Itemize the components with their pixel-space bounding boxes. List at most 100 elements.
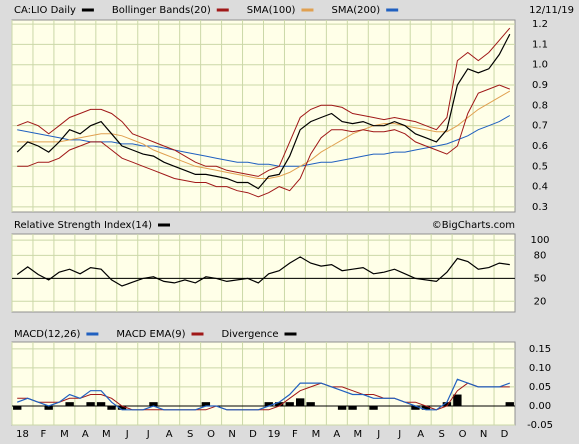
series-line [16, 378, 511, 411]
divergence-bar [107, 405, 116, 410]
legend-label: SMA(100) [247, 5, 296, 16]
divergence-bar [348, 405, 357, 410]
y-tick-label: 1.2 [532, 19, 548, 30]
divergence-bar [65, 402, 74, 406]
divergence-bar [54, 405, 64, 407]
legend-label: MACD(12,26) [14, 329, 81, 340]
y-tick-label: 0.15 [529, 344, 551, 355]
divergence-bar [306, 402, 315, 406]
x-tick-label: 19 [268, 429, 281, 440]
divergence-bar [170, 405, 179, 407]
y-tick-label: 0.5 [532, 161, 548, 172]
x-tick-label: D [501, 429, 509, 440]
divergence-bar [295, 398, 305, 406]
x-tick-label: A [82, 429, 89, 440]
date-label: 12/11/19 [529, 5, 574, 16]
x-tick-label: F [292, 429, 298, 440]
divergence-bar [442, 402, 452, 406]
divergence-bar [463, 405, 473, 407]
x-tick-label: M [312, 429, 321, 440]
divergence-bar [201, 402, 211, 406]
y-tick-label: 0.4 [532, 182, 548, 193]
x-tick-label: O [459, 429, 467, 440]
divergence-bar [264, 402, 273, 406]
divergence-bar [44, 405, 53, 410]
x-tick-label: N [228, 429, 235, 440]
x-tick-label: M [60, 429, 69, 440]
x-tick-label: M [102, 429, 111, 440]
divergence-bar [505, 402, 514, 406]
divergence-bar [34, 405, 43, 407]
divergence-bar [180, 405, 190, 407]
y-tick-label: 50 [534, 273, 547, 284]
divergence-bar [390, 405, 399, 407]
x-tick-label: S [438, 429, 444, 440]
watermark: ©BigCharts.com [432, 220, 515, 231]
divergence-bar [400, 405, 410, 407]
divergence-bar [484, 405, 493, 407]
x-tick-label: A [417, 429, 424, 440]
divergence-bar [222, 405, 232, 407]
legend-label: SMA(200) [331, 5, 380, 16]
divergence-bar [138, 405, 148, 407]
x-tick-label: O [207, 429, 215, 440]
series-line [17, 90, 511, 179]
y-tick-label: 1.0 [532, 60, 548, 71]
x-tick-label: N [480, 429, 487, 440]
series-line [16, 256, 510, 287]
divergence-bar [75, 405, 85, 407]
series-line [17, 84, 510, 198]
y-tick-label: 100 [530, 235, 549, 246]
x-tick-label: J [397, 429, 401, 440]
divergence-bar [327, 405, 336, 407]
x-tick-label: D [249, 429, 257, 440]
y-tick-label: 0.8 [532, 100, 548, 111]
divergence-bar [191, 405, 200, 407]
y-tick-label: 0.6 [532, 141, 548, 152]
legend-label: Divergence [222, 329, 279, 340]
divergence-bar [275, 402, 284, 406]
x-tick-label: S [187, 429, 193, 440]
divergence-bar [159, 405, 169, 407]
legend-label: Relative Strength Index(14) [14, 220, 152, 231]
y-tick-label: 0.7 [532, 121, 548, 132]
divergence-bar [474, 405, 483, 407]
divergence-bar [254, 405, 263, 407]
divergence-bar [495, 405, 504, 407]
divergence-bar [96, 402, 106, 406]
divergence-bar [117, 405, 127, 410]
divergence-bar [316, 405, 326, 407]
x-tick-label: J [376, 429, 380, 440]
y-tick-label: 0.05 [529, 382, 551, 393]
divergence-bar [233, 405, 242, 407]
x-tick-label: A [333, 429, 340, 440]
y-tick-label: 80 [534, 250, 547, 261]
divergence-bar [379, 405, 389, 407]
divergence-bar [411, 405, 420, 410]
divergence-bar [86, 402, 95, 406]
x-tick-label: F [41, 429, 47, 440]
divergence-bar [13, 405, 22, 410]
divergence-bar [358, 405, 368, 407]
x-tick-label: M [353, 429, 362, 440]
divergence-bar [453, 394, 462, 406]
y-tick-label: 0.9 [532, 80, 548, 91]
series-line [17, 27, 511, 177]
divergence-bar [243, 405, 252, 407]
divergence-bar [23, 405, 32, 407]
series-line [16, 33, 511, 190]
divergence-bar [128, 405, 137, 407]
x-tick-label: A [166, 429, 173, 440]
y-tick-label: 0.10 [529, 363, 551, 374]
x-tick-label: J [146, 429, 150, 440]
divergence-bar [421, 405, 431, 410]
x-tick-label: 18 [16, 429, 29, 440]
divergence-bar [432, 405, 441, 407]
y-tick-label: 20 [534, 296, 547, 307]
divergence-bar [337, 405, 347, 410]
divergence-bar [369, 405, 378, 410]
y-tick-label: 0.00 [529, 401, 551, 412]
x-tick-label: J [125, 429, 129, 440]
